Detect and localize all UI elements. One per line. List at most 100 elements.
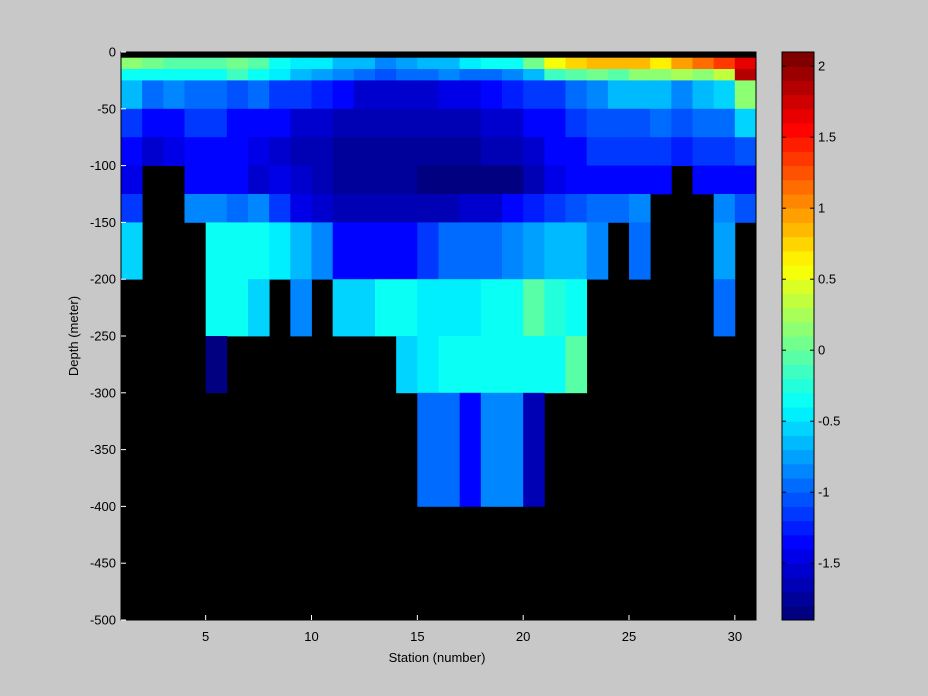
heatmap-cell [523, 165, 545, 195]
colorbar-frame [781, 51, 815, 621]
heatmap-cell [417, 194, 439, 223]
heatmap-cell [544, 108, 566, 138]
heatmap-cell [544, 137, 566, 166]
heatmap-cell [692, 80, 715, 110]
heatmap-cell [353, 194, 376, 223]
heatmap-cell [226, 222, 249, 280]
heatmap-cell [248, 80, 270, 110]
heatmap-cell [311, 108, 334, 138]
heatmap-cell [523, 80, 545, 110]
x-tick-label: 20 [516, 629, 530, 644]
heatmap-cell [734, 165, 757, 195]
heatmap-cell [502, 194, 524, 223]
colorbar-tick-label: -1 [818, 485, 830, 500]
heatmap-cell [544, 69, 566, 81]
y-tick-label: -200 [90, 272, 116, 287]
heatmap-cell [121, 137, 143, 166]
heatmap-cell [734, 80, 757, 110]
heatmap-cell [438, 222, 461, 280]
heatmap-cell [607, 108, 630, 138]
heatmap-cell [121, 108, 143, 138]
heatmap-cell [396, 57, 418, 70]
heatmap-cell [502, 392, 524, 507]
heatmap-cell [375, 80, 397, 110]
heatmap-cell [438, 165, 461, 195]
heatmap-cell [480, 69, 503, 81]
heatmap-cell [523, 137, 545, 166]
heatmap-cell [184, 80, 207, 110]
heatmap-cell [629, 137, 651, 166]
heatmap-cell [205, 222, 228, 280]
heatmap-cell [692, 57, 715, 70]
heatmap-cell [459, 222, 482, 280]
heatmap-cell [417, 57, 439, 70]
heatmap-cell [332, 80, 355, 110]
colorbar-band [782, 279, 814, 294]
heatmap-cell [607, 137, 630, 166]
heatmap-axes: 5 10 15 20 25 30 0 -50 -100 -150 -200 -250 -300 -350… [66, 45, 757, 665]
heatmap-cell [523, 392, 545, 507]
heatmap-cell [629, 108, 651, 138]
x-axis: 5 10 15 20 25 30 [202, 615, 742, 644]
heatmap-cell [586, 80, 609, 110]
heatmap-cell [163, 80, 185, 110]
heatmap-cell [586, 137, 609, 166]
heatmap-cell [332, 137, 355, 166]
heatmap-cell [671, 137, 693, 166]
heatmap-cell [311, 165, 334, 195]
heatmap-cell [565, 57, 588, 70]
heatmap-cell [375, 165, 397, 195]
heatmap-cell [459, 194, 482, 223]
colorbar-band [782, 94, 814, 110]
heatmap-cell [269, 69, 291, 81]
heatmap-cell [375, 137, 397, 166]
heatmap-cell [438, 80, 461, 110]
colorbar-ticks: -1.5 -1 -0.5 0 0.5 1 1.5 2 [782, 59, 840, 571]
heatmap-cell [290, 194, 312, 223]
heatmap-cell [734, 57, 757, 70]
heatmap-cell [332, 222, 355, 280]
heatmap-cell [142, 69, 164, 81]
heatmap-cell [142, 137, 164, 166]
heatmap-cell [502, 222, 524, 280]
colorbar-band [782, 336, 814, 351]
heatmap-cell [713, 194, 736, 223]
colorbar-tick-label: 2 [818, 59, 825, 74]
heatmap-cell [565, 80, 588, 110]
heatmap-cell [396, 80, 418, 110]
y-tick-label: -400 [90, 499, 116, 514]
heatmap-cell [586, 222, 609, 280]
heatmap-cell [248, 194, 270, 223]
y-tick-label: -150 [90, 215, 116, 230]
heatmap-cell [565, 336, 588, 394]
heatmap-cell [523, 108, 545, 138]
heatmap-cell [311, 80, 334, 110]
colorbar-band [782, 165, 814, 181]
heatmap-cell [142, 57, 164, 70]
heatmap-cell [650, 80, 672, 110]
heatmap-cell [417, 137, 439, 166]
heatmap-cell [311, 69, 334, 81]
heatmap-cell [205, 165, 228, 195]
heatmap-cell [417, 222, 439, 280]
heatmap-cell [629, 165, 651, 195]
heatmap-cell [459, 279, 482, 337]
heatmap-cell [586, 165, 609, 195]
heatmap-cell [375, 69, 397, 81]
heatmap-cell [248, 108, 270, 138]
heatmap-cell [121, 165, 143, 195]
heatmap-cell [375, 194, 397, 223]
heatmap-cell [480, 279, 503, 337]
heatmap-cell [290, 108, 312, 138]
heatmap-cell [586, 108, 609, 138]
heatmap-cell [523, 336, 545, 394]
colorbar-band [782, 151, 814, 167]
heatmap-cell [226, 165, 249, 195]
heatmap-cell [396, 336, 418, 394]
heatmap-cell [290, 279, 312, 337]
heatmap-cell [121, 80, 143, 110]
colorbar-band [782, 179, 814, 195]
colorbar: -1.5 -1 -0.5 0 0.5 1 1.5 2 [781, 51, 840, 621]
heatmap-cell [713, 69, 736, 81]
heatmap-cell [671, 57, 693, 70]
